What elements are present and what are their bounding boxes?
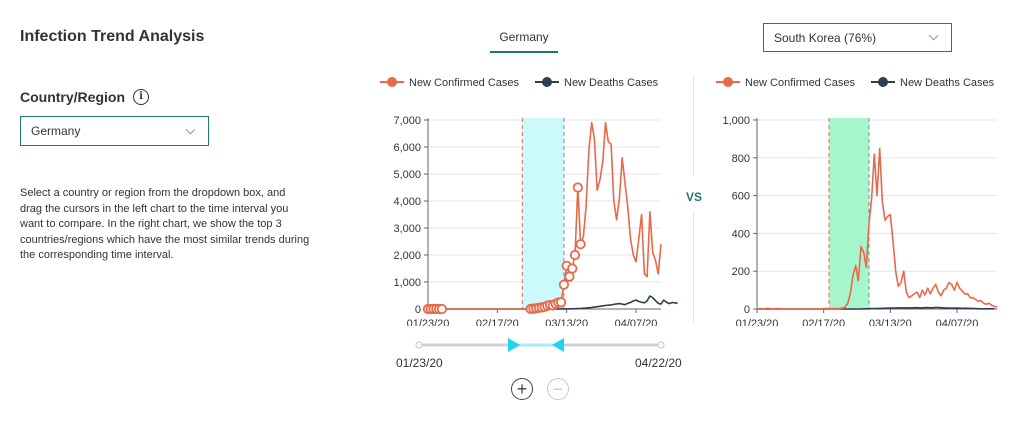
tab-underline [490, 51, 558, 53]
plus-icon: + [516, 379, 528, 399]
description-text: Select a country or region from the drop… [20, 187, 310, 261]
data-point-marker [558, 279, 570, 290]
data-point-marker [567, 263, 578, 274]
x-tick-label: 02/17/20 [476, 318, 519, 326]
divider [693, 76, 694, 176]
y-tick-label: 5,000 [393, 169, 421, 181]
slider-right-handle[interactable] [552, 338, 564, 352]
confirmed-series-line [756, 147, 998, 310]
data-point-marker [575, 239, 586, 250]
y-tick-label: 2,000 [393, 250, 421, 262]
y-tick-label: 3,000 [393, 223, 421, 235]
legend-label: New Confirmed Cases [745, 77, 856, 89]
vs-label: VS [686, 190, 703, 204]
x-tick-label: 01/23/20 [407, 318, 450, 326]
region-dropdown-value: Germany [31, 124, 81, 138]
y-tick-label: 200 [732, 266, 750, 278]
y-tick-label: 600 [732, 191, 750, 203]
x-tick-label: 04/07/20 [615, 318, 658, 326]
slider-end-label: 04/22/20 [635, 356, 682, 370]
highlight-band [522, 118, 564, 309]
y-tick-label: 0 [744, 304, 750, 316]
x-tick-label: 01/23/20 [736, 318, 779, 326]
legend-marker [723, 77, 733, 87]
tab-germany[interactable]: Germany [499, 30, 549, 44]
slider-start-label: 01/23/20 [396, 356, 443, 370]
y-tick-label: 1,000 [722, 115, 750, 127]
y-tick-label: 1,000 [393, 277, 421, 289]
y-tick-label: 800 [732, 153, 750, 165]
y-tick-label: 400 [732, 228, 750, 240]
slider-start-dot [415, 341, 423, 349]
zoom-out-button[interactable]: − [547, 378, 569, 400]
zoom-in-button[interactable]: + [511, 378, 533, 400]
y-tick-label: 7,000 [393, 115, 421, 127]
highlight-band [829, 118, 869, 309]
legend-label: New Deaths Cases [564, 77, 659, 89]
legend-label: New Deaths Cases [900, 77, 995, 89]
data-point-marker [564, 271, 575, 282]
region-label-text: Country/Region [20, 89, 125, 105]
time-range-slider[interactable] [415, 335, 665, 355]
chevron-down-icon [928, 30, 939, 41]
legend-marker [878, 77, 888, 87]
page-title: Infection Trend Analysis [20, 28, 205, 45]
legend-marker [387, 77, 397, 87]
region-dropdown[interactable]: Germany [20, 116, 209, 146]
data-point-marker [569, 249, 581, 261]
x-tick-label: 02/17/20 [802, 318, 845, 326]
chevron-down-icon [185, 124, 196, 134]
info-icon[interactable]: i [133, 89, 149, 105]
compare-dropdown-value: South Korea (76%) [774, 30, 877, 45]
region-label: Country/Region i [20, 89, 149, 105]
slider-end-dot [657, 341, 665, 349]
divider [693, 212, 694, 322]
data-point-marker [572, 182, 583, 193]
x-tick-label: 03/13/20 [869, 318, 912, 326]
data-point-marker [436, 303, 447, 315]
legend-marker [542, 77, 552, 87]
y-tick-label: 6,000 [393, 142, 421, 154]
slider-left-handle[interactable] [508, 338, 520, 352]
x-tick-label: 04/07/20 [936, 318, 979, 326]
legend-label: New Confirmed Cases [409, 77, 520, 89]
minus-icon: − [552, 379, 564, 399]
left-chart[interactable]: New Confirmed Cases New Deaths Cases 0 1,00… [360, 66, 680, 326]
compare-dropdown[interactable]: South Korea (76%) [763, 23, 952, 52]
y-tick-label: 0 [415, 304, 421, 316]
data-point-marker [556, 297, 567, 308]
right-chart: New Confirmed Cases New Deaths Cases 0 200 4… [716, 77, 998, 326]
y-tick-label: 4,000 [393, 196, 421, 208]
x-tick-label: 03/13/20 [545, 318, 588, 326]
